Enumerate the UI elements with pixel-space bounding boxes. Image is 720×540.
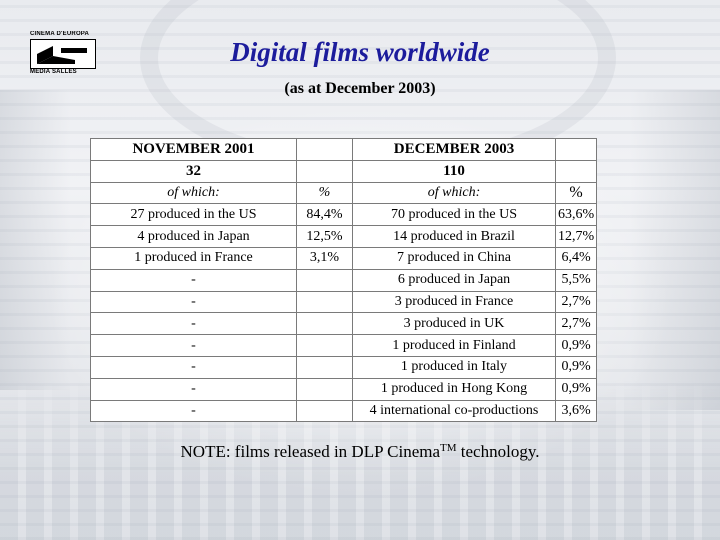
- left-percent-cell: [296, 334, 353, 357]
- left-country-cell: 1 produced in France: [90, 246, 297, 270]
- table-header-row: NOVEMBER 2001 DECEMBER 2003: [90, 138, 598, 161]
- table-row: - 3 produced in France 2,7%: [90, 290, 598, 314]
- table-subheader-row: of which: % of which: %: [90, 181, 598, 205]
- left-country-cell: -: [90, 290, 297, 314]
- footnote: NOTE: films released in DLP CinemaTM tec…: [0, 442, 720, 462]
- right-percent-cell: 0,9%: [554, 377, 598, 401]
- left-percent-label: %: [296, 181, 353, 205]
- left-country-cell: -: [90, 312, 297, 336]
- left-country-cell: 4 produced in Japan: [90, 225, 297, 248]
- left-percent-cell: [296, 399, 353, 423]
- right-country-cell: 1 produced in Finland: [352, 334, 556, 357]
- table-row: - 3 produced in UK 2,7%: [90, 312, 598, 336]
- left-percent-cell: [296, 290, 353, 314]
- background-column-left: [0, 90, 70, 390]
- left-total: 32: [90, 159, 297, 183]
- table-row: - 1 produced in Hong Kong 0,9%: [90, 377, 598, 401]
- logo-bottom-text: MEDIA SALLES: [30, 69, 77, 75]
- table-row: 4 produced in Japan 12,5% 14 produced in…: [90, 225, 598, 248]
- right-percent-cell: 0,9%: [554, 334, 598, 357]
- left-country-cell: 27 produced in the US: [90, 203, 297, 227]
- footnote-prefix: NOTE: films released in DLP Cinema: [180, 442, 441, 461]
- table-row: 27 produced in the US 84,4% 70 produced …: [90, 203, 598, 227]
- left-percent-cell: 84,4%: [296, 203, 353, 227]
- left-of-which-label: of which:: [90, 181, 297, 205]
- right-percent-label: %: [554, 181, 598, 205]
- table-row: - 6 produced in Japan 5,5%: [90, 268, 598, 292]
- header-blank-cell: [296, 138, 353, 161]
- left-percent-cell: 12,5%: [296, 225, 353, 248]
- header-blank-cell: [554, 138, 598, 161]
- cinema-seat-icon: [37, 46, 87, 64]
- right-country-cell: 3 produced in UK: [352, 312, 556, 336]
- right-percent-cell: 3,6%: [554, 399, 598, 423]
- table-row: - 1 produced in Italy 0,9%: [90, 355, 598, 379]
- right-period-header: DECEMBER 2003: [352, 138, 556, 161]
- right-percent-cell: 5,5%: [554, 268, 598, 292]
- footnote-suffix: technology.: [456, 442, 540, 461]
- page-subtitle: (as at December 2003): [284, 80, 436, 97]
- right-percent-cell: 2,7%: [554, 290, 598, 314]
- right-country-cell: 7 produced in China: [352, 246, 556, 270]
- right-country-cell: 4 international co-productions: [352, 399, 556, 423]
- logo-top-text: CINEMA D'EUROPA: [30, 31, 90, 37]
- left-period-header: NOVEMBER 2001: [90, 138, 297, 161]
- page-title: Digital films worldwide: [230, 37, 490, 67]
- right-country-cell: 70 produced in the US: [352, 203, 556, 227]
- digital-films-table: NOVEMBER 2001 DECEMBER 2003 32 110 of wh…: [90, 138, 598, 423]
- left-percent-cell: [296, 268, 353, 292]
- right-percent-cell: 2,7%: [554, 312, 598, 336]
- right-country-cell: 1 produced in Hong Kong: [352, 377, 556, 401]
- right-percent-cell: 0,9%: [554, 355, 598, 379]
- left-country-cell: -: [90, 377, 297, 401]
- table-row: - 1 produced in Finland 0,9%: [90, 334, 598, 357]
- left-country-cell: -: [90, 355, 297, 379]
- table-row: - 4 international co-productions 3,6%: [90, 399, 598, 423]
- left-percent-cell: [296, 377, 353, 401]
- right-of-which-label: of which:: [352, 181, 556, 205]
- left-percent-cell: [296, 355, 353, 379]
- table-row: 1 produced in France 3,1% 7 produced in …: [90, 246, 598, 270]
- trademark-mark: TM: [440, 442, 457, 454]
- left-country-cell: -: [90, 399, 297, 423]
- background-column-right: [630, 90, 720, 410]
- right-country-cell: 3 produced in France: [352, 290, 556, 314]
- right-country-cell: 14 produced in Brazil: [352, 225, 556, 248]
- right-country-cell: 1 produced in Italy: [352, 355, 556, 379]
- right-country-cell: 6 produced in Japan: [352, 268, 556, 292]
- right-percent-cell: 6,4%: [554, 246, 598, 270]
- left-percent-cell: 3,1%: [296, 246, 353, 270]
- total-blank-cell: [554, 159, 598, 183]
- right-percent-cell: 63,6%: [554, 203, 598, 227]
- left-country-cell: -: [90, 334, 297, 357]
- media-salles-logo: CINEMA D'EUROPA MEDIA SALLES: [30, 31, 96, 77]
- total-blank-cell: [296, 159, 353, 183]
- right-total: 110: [352, 159, 556, 183]
- left-percent-cell: [296, 312, 353, 336]
- left-country-cell: -: [90, 268, 297, 292]
- right-percent-cell: 12,7%: [554, 225, 598, 248]
- table-total-row: 32 110: [90, 159, 598, 183]
